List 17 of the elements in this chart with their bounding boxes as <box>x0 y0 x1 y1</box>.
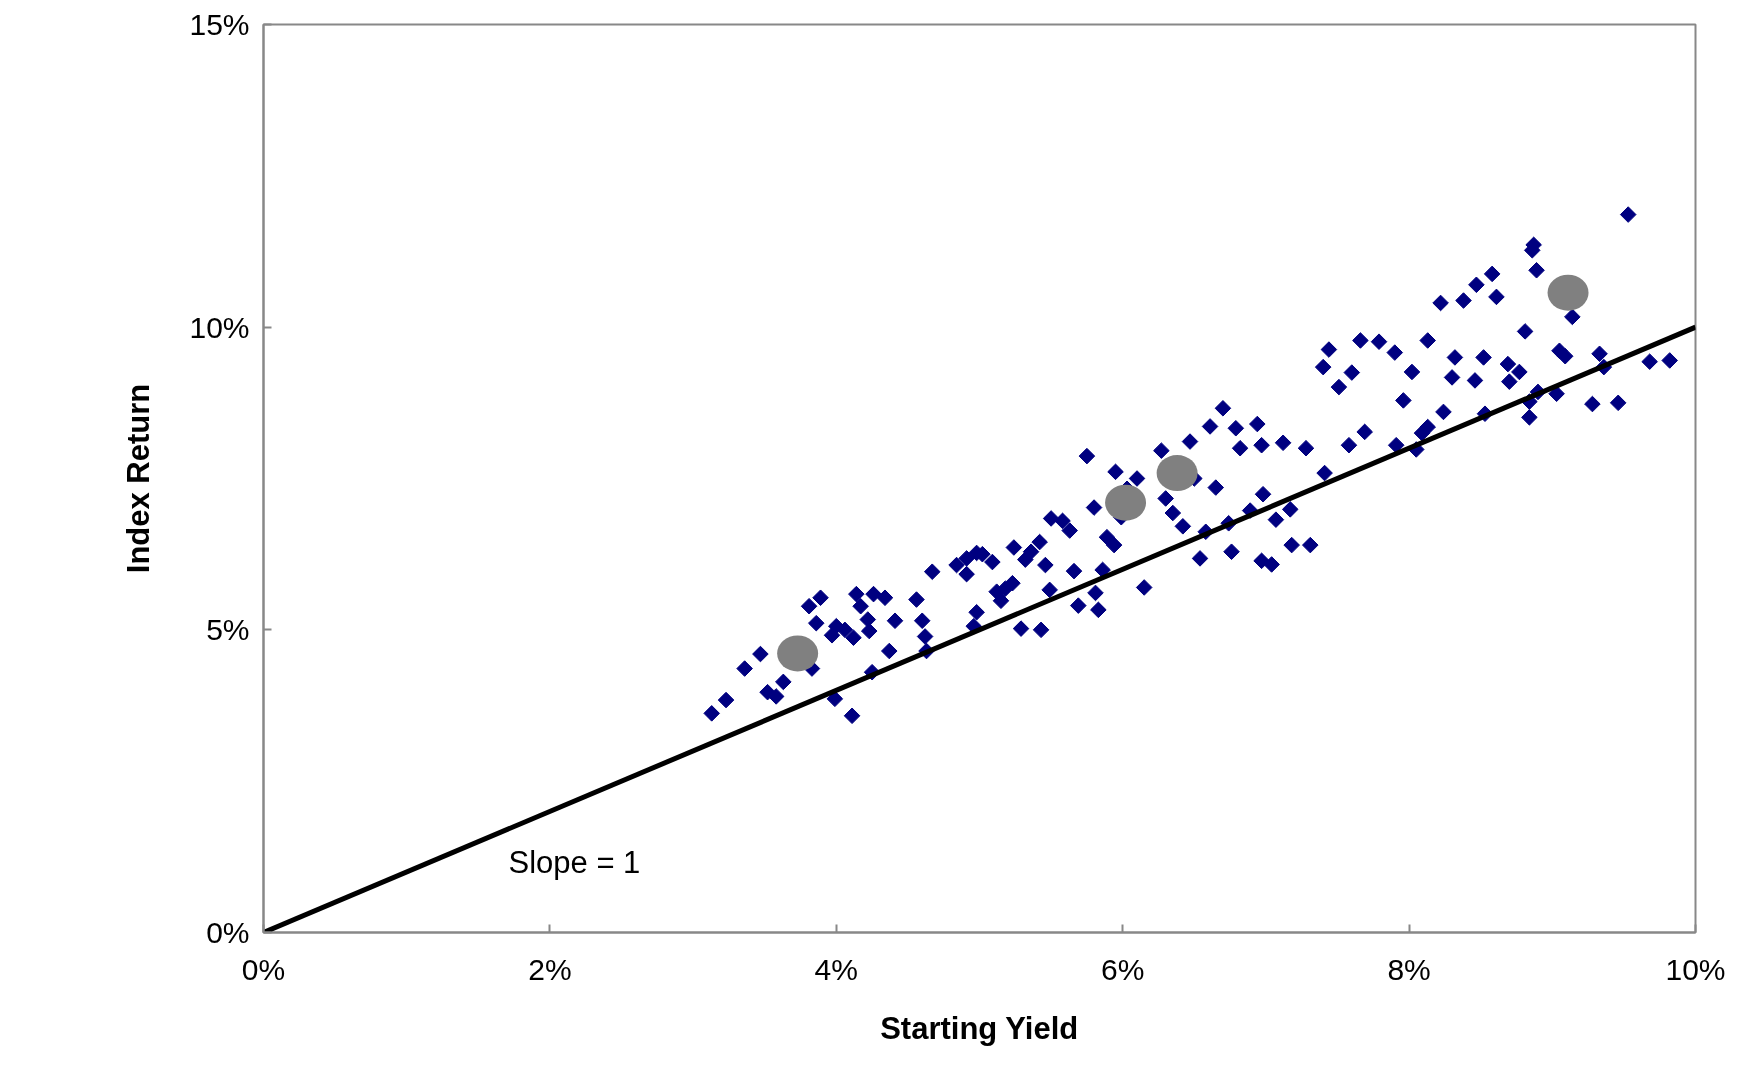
x-tick-label: 0% <box>241 952 286 986</box>
point <box>1156 455 1198 492</box>
annotation: Slope = 1 <box>508 845 641 880</box>
x-axis-title: Starting Yield <box>880 1010 1079 1046</box>
x-tick-label: 8% <box>1387 952 1431 986</box>
x-tick-label: 2% <box>528 952 572 986</box>
y-tick-label: 10% <box>189 310 250 344</box>
y-tick-label: 15% <box>189 8 250 41</box>
point <box>1547 274 1589 311</box>
point <box>777 635 819 672</box>
y-axis-title: Index Return <box>121 383 157 574</box>
y-tick-label: 5% <box>206 613 250 647</box>
point <box>1105 484 1147 521</box>
x-tick-label: 10% <box>1665 952 1726 986</box>
x-tick-label: 4% <box>814 952 858 986</box>
y-tick-label: 0% <box>206 916 250 949</box>
x-tick-label: 6% <box>1101 952 1145 986</box>
